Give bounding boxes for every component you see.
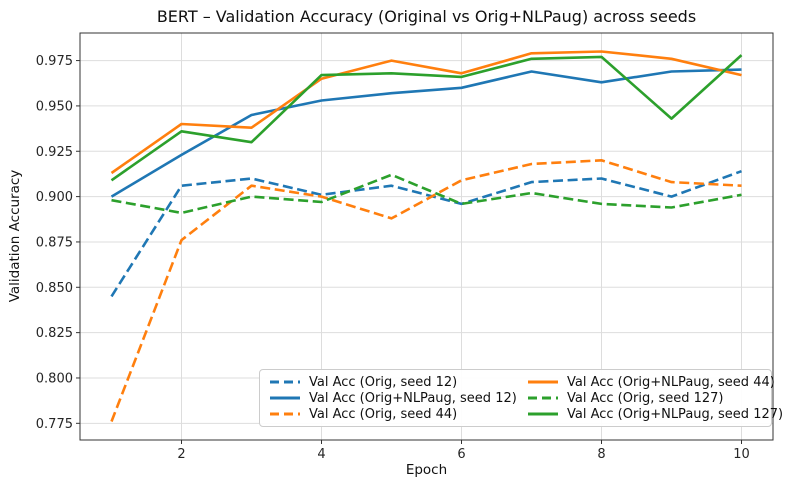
legend-item: Val Acc (Orig+NLPaug, seed 44)	[528, 374, 775, 390]
y-tick-label: 0.825	[36, 326, 73, 341]
plot-border	[79, 32, 774, 441]
series-line	[110, 54, 743, 182]
legend-label: Val Acc (Orig+NLPaug, seed 12)	[309, 390, 517, 406]
y-tick-label: 0.950	[36, 99, 73, 114]
legend-label: Val Acc (Orig, seed 44)	[309, 406, 458, 422]
x-tick-label: 2	[177, 447, 185, 462]
solid-line-swatch-icon	[528, 412, 558, 416]
y-tick-label: 0.900	[36, 190, 73, 205]
y-tick-label: 0.925	[36, 145, 73, 160]
series-line	[110, 169, 742, 298]
solid-line-swatch-icon	[270, 396, 300, 400]
y-tick-label: 0.775	[36, 417, 73, 432]
series-line	[111, 173, 742, 215]
x-tick-label: 6	[457, 447, 465, 462]
legend-item: Val Acc (Orig+NLPaug, seed 12)	[270, 390, 528, 406]
legend-item: Val Acc (Orig, seed 12)	[270, 374, 528, 390]
y-tick-label: 0.875	[36, 235, 73, 250]
x-axis-label: Epoch	[405, 462, 448, 478]
series-line	[110, 68, 742, 198]
dashed-line-swatch-icon	[270, 380, 300, 384]
dashed-line-swatch-icon	[270, 412, 300, 416]
series-line	[110, 159, 742, 422]
legend-column: Val Acc (Orig, seed 12) Val Acc (Orig+NLP…	[270, 374, 528, 422]
y-axis-label: Validation Accuracy	[7, 169, 23, 303]
y-tick-label: 0.975	[36, 54, 73, 69]
legend-label: Val Acc (Orig, seed 12)	[309, 374, 458, 390]
dashed-line-swatch-icon	[528, 396, 558, 400]
x-tick-label: 10	[733, 447, 750, 462]
legend-label: Val Acc (Orig+NLPaug, seed 127)	[567, 406, 784, 422]
legend-item: Val Acc (Orig, seed 44)	[270, 406, 528, 422]
y-tick-label: 0.850	[36, 281, 73, 296]
legend-item: Val Acc (Orig, seed 127)	[528, 390, 763, 406]
series-line	[110, 50, 742, 175]
legend-column: Val Acc (Orig+NLPaug, seed 44) Val Acc (O…	[528, 374, 783, 422]
chart-title: BERT – Validation Accuracy (Original vs …	[156, 7, 697, 26]
legend-label: Val Acc (Orig, seed 127)	[567, 390, 724, 406]
legend-label: Val Acc (Orig+NLPaug, seed 44)	[567, 374, 775, 390]
legend: Val Acc (Orig, seed 12) Val Acc (Orig+NLP…	[259, 369, 783, 427]
x-tick-label: 8	[597, 447, 605, 462]
solid-line-swatch-icon	[528, 380, 558, 384]
y-tick-label: 0.800	[36, 371, 73, 386]
x-tick-label: 4	[317, 447, 325, 462]
legend-item: Val Acc (Orig+NLPaug, seed 127)	[528, 406, 783, 422]
